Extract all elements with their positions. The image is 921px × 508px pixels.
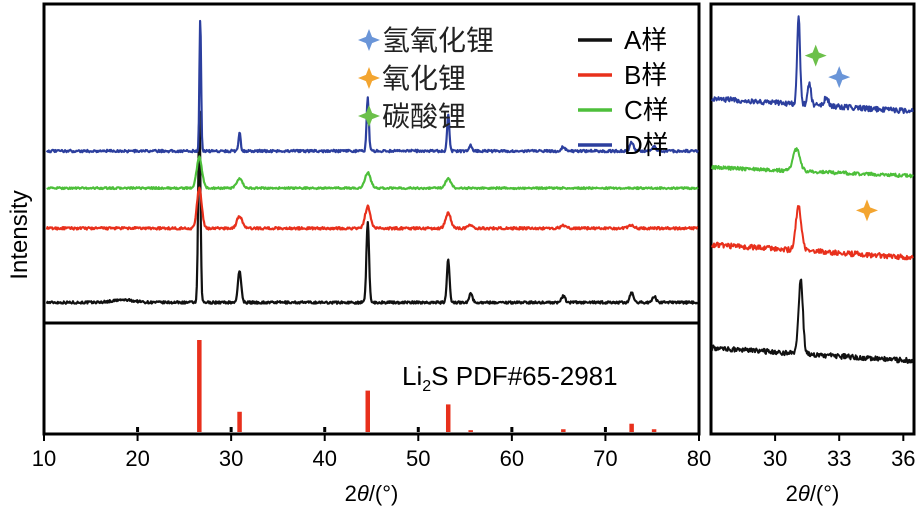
zoom-series-4 xyxy=(711,15,914,115)
main-series-4 xyxy=(45,19,699,154)
legend-marker-icon-3 xyxy=(358,105,380,127)
main-x-tick-label-60: 60 xyxy=(500,446,524,471)
y-axis-label: Intensity xyxy=(6,190,33,279)
zoom-x-tick-label-30: 30 xyxy=(763,446,787,471)
main-xrd-plot xyxy=(42,2,701,436)
main-x-tick-label-30: 30 xyxy=(219,446,243,471)
zoom-series-1 xyxy=(711,278,914,364)
main-x-tick-label-80: 80 xyxy=(687,446,711,471)
zoom-x-tick-label-33: 33 xyxy=(827,446,851,471)
legend-series-label-4: D样 xyxy=(624,130,669,160)
main-series-2 xyxy=(45,186,699,231)
main-x-tick-label-20: 20 xyxy=(125,446,149,471)
legend-marker-icon-2 xyxy=(358,67,380,89)
zoom-series-2 xyxy=(711,205,914,261)
legend-marker-label-1: 氢氧化锂 xyxy=(382,25,494,56)
main-x-tick-label-40: 40 xyxy=(312,446,336,471)
main-x-axis-label: 2θ/(°) xyxy=(345,481,399,506)
zoom-x-tick-label-36: 36 xyxy=(891,446,915,471)
reference-label: Li2S PDF#65-2981 xyxy=(402,361,618,395)
main-series-1 xyxy=(45,110,699,305)
zoom-frame xyxy=(709,2,916,436)
main-series-3 xyxy=(46,155,699,191)
main-x-tick-label-70: 70 xyxy=(593,446,617,471)
zoom-series-3 xyxy=(711,147,914,179)
zoom-marker-icon-2 xyxy=(828,66,851,89)
legend-marker-label-2: 氧化锂 xyxy=(382,63,466,94)
legend-series-label-2: B样 xyxy=(624,60,667,90)
main-frame xyxy=(42,2,701,436)
main-x-axis: 10 20 30 40 50 60 70 80 2θ/(°) Intensity xyxy=(6,190,711,506)
legend-series-label-1: A样 xyxy=(624,25,667,55)
legend-series-label-3: C样 xyxy=(624,95,669,125)
reference-pdf-plot: Li2S PDF#65-2981 xyxy=(136,340,657,432)
zoom-marker-icon-1 xyxy=(804,44,827,67)
main-x-tick-label-50: 50 xyxy=(406,446,430,471)
zoom-x-axis-label: 2θ/(°) xyxy=(786,481,840,506)
zoom-xrd-plot xyxy=(709,2,916,436)
zoom-marker-icon-3 xyxy=(855,199,878,222)
zoom-x-axis: 30 33 36 2θ/(°) xyxy=(763,434,916,506)
main-x-tick-label-10: 10 xyxy=(32,446,56,471)
legend-marker-icon-1 xyxy=(358,29,380,51)
legend-marker-label-3: 碳酸锂 xyxy=(382,101,466,132)
